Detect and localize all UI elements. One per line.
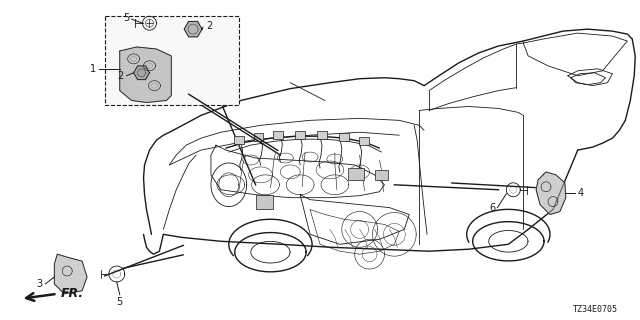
Bar	[358, 137, 369, 145]
Bar	[317, 131, 327, 139]
Polygon shape	[134, 66, 150, 80]
Bar	[253, 133, 264, 141]
Bar	[339, 133, 349, 141]
Bar	[255, 195, 273, 209]
Bar	[234, 136, 244, 144]
Bar	[295, 131, 305, 139]
Polygon shape	[536, 172, 566, 214]
Bar	[348, 168, 364, 180]
Text: 2: 2	[206, 21, 212, 31]
Bar	[374, 170, 388, 180]
Text: 5: 5	[116, 297, 123, 307]
FancyBboxPatch shape	[105, 16, 239, 106]
Text: 3: 3	[36, 279, 42, 289]
Text: 6: 6	[490, 203, 495, 212]
Text: 5: 5	[124, 13, 130, 23]
Text: 4: 4	[578, 188, 584, 198]
Text: FR.: FR.	[60, 287, 83, 300]
Polygon shape	[184, 21, 202, 37]
Text: TZ34E0705: TZ34E0705	[572, 305, 618, 314]
Polygon shape	[54, 254, 87, 294]
Bar	[273, 131, 284, 139]
Polygon shape	[120, 47, 172, 102]
Text: 1: 1	[90, 64, 96, 74]
Text: 2: 2	[118, 71, 124, 81]
